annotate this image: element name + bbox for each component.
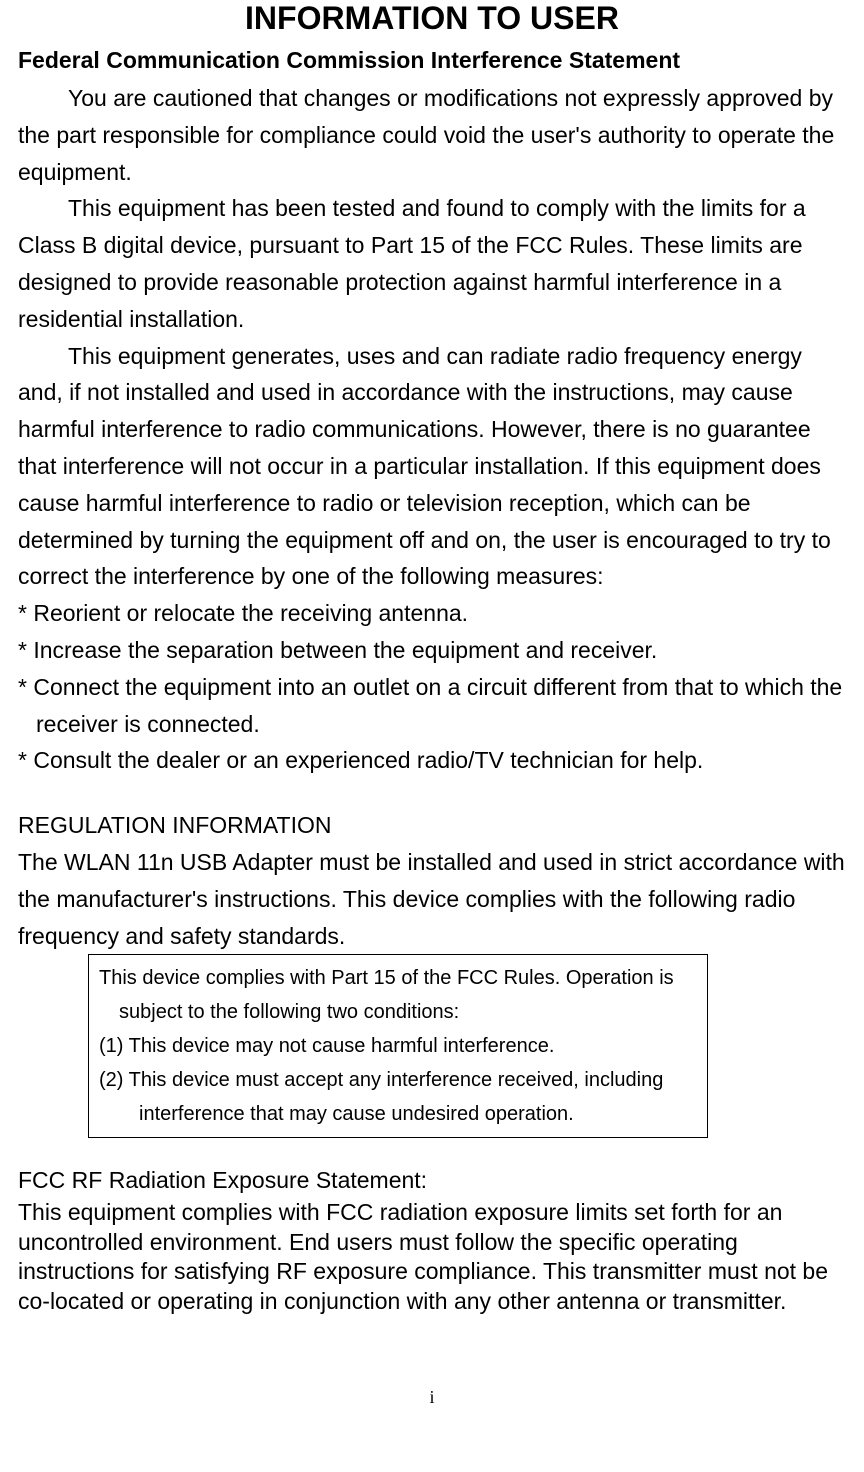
spacer (18, 779, 846, 807)
paragraph-1: You are cautioned that changes or modifi… (18, 80, 846, 190)
box-line-1: This device complies with Part 15 of the… (99, 961, 697, 995)
rf-body: This equipment complies with FCC radiati… (18, 1198, 846, 1318)
rf-heading: FCC RF Radiation Exposure Statement: (18, 1164, 846, 1197)
bullet-4: * Consult the dealer or an experienced r… (18, 742, 846, 779)
bullet-2: * Increase the separation between the eq… (18, 632, 846, 669)
bullet-3: * Connect the equipment into an outlet o… (18, 669, 846, 743)
box-condition-1: (1) This device may not cause harmful in… (99, 1029, 697, 1063)
document-page: INFORMATION TO USER Federal Communicatio… (0, 0, 864, 1408)
page-number: i (18, 1387, 846, 1408)
compliance-box: This device complies with Part 15 of the… (88, 954, 708, 1138)
bullet-1: * Reorient or relocate the receiving ant… (18, 595, 846, 632)
paragraph-2: This equipment has been tested and found… (18, 190, 846, 337)
page-title: INFORMATION TO USER (18, 0, 846, 37)
regulation-body: The WLAN 11n USB Adapter must be install… (18, 844, 846, 954)
subtitle: Federal Communication Commission Interfe… (18, 47, 846, 74)
box-condition-2b: interference that may cause undesired op… (99, 1097, 697, 1131)
box-line-2: subject to the following two conditions: (99, 995, 697, 1029)
box-condition-2: (2) This device must accept any interfer… (99, 1063, 697, 1097)
paragraph-3: This equipment generates, uses and can r… (18, 338, 846, 596)
regulation-heading: REGULATION INFORMATION (18, 807, 846, 844)
